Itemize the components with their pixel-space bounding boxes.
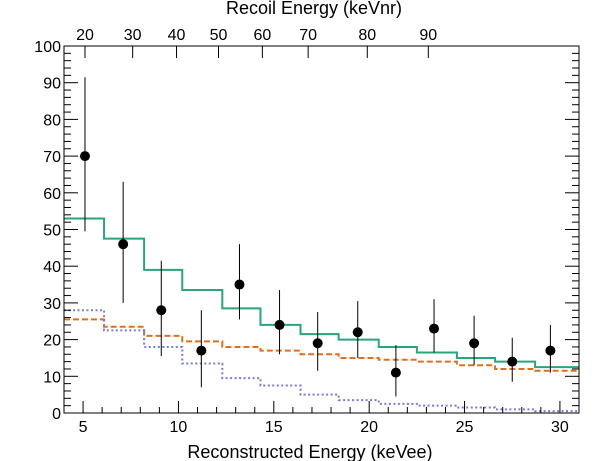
series-layer [64, 217, 579, 413]
y-tick-label-90: 90 [43, 76, 61, 93]
top-tick-label-50: 50 [210, 27, 228, 44]
top-tick-label-80: 80 [358, 27, 376, 44]
top-tick-label-20: 20 [76, 27, 94, 44]
axes-layer: 0 10 20 30 40 50 60 70 80 90 100 5 10 15 20 25 30 20 30 40 5… [34, 27, 580, 436]
x-tick-label-10: 10 [170, 419, 188, 436]
data-point [156, 305, 167, 316]
x-tick-label-15: 15 [265, 419, 283, 436]
top-axis-label: Recoil Energy (keVnr) [226, 0, 402, 18]
x-tick-label-5: 5 [79, 419, 88, 436]
data-points-layer [79, 77, 556, 397]
y-tick-label-30: 30 [43, 296, 61, 313]
data-point [196, 345, 207, 356]
y-tick-label-70: 70 [43, 149, 61, 166]
data-point [234, 279, 245, 290]
data-point [429, 323, 440, 334]
top-tick-label-70: 70 [299, 27, 317, 44]
y-tick-label-60: 60 [43, 186, 61, 203]
y-tick-label-80: 80 [43, 112, 61, 129]
data-point [545, 345, 556, 356]
y-tick-label-50: 50 [43, 223, 61, 240]
data-point [312, 338, 323, 349]
top-tick-label-90: 90 [419, 27, 437, 44]
x-tick-label-25: 25 [456, 419, 474, 436]
data-point [79, 151, 90, 162]
data-point [274, 319, 285, 330]
x-tick-label-30: 30 [551, 419, 569, 436]
data-point [507, 356, 518, 367]
step-series-3 [64, 309, 579, 413]
step-series-2 [64, 318, 579, 372]
y-tick-label-40: 40 [43, 259, 61, 276]
data-point [469, 338, 480, 349]
top-tick-label-40: 40 [168, 27, 186, 44]
data-point [352, 327, 363, 338]
data-point [390, 367, 401, 378]
x-axis-label: Reconstructed Energy (keVee) [187, 442, 432, 461]
x-tick-label-20: 20 [360, 419, 378, 436]
step-series-1 [64, 217, 579, 369]
y-tick-label-0: 0 [52, 406, 61, 423]
y-tick-label-20: 20 [43, 333, 61, 350]
y-tick-label-100: 100 [34, 39, 61, 56]
y-tick-label-10: 10 [43, 369, 61, 386]
top-tick-label-60: 60 [253, 27, 271, 44]
top-tick-label-30: 30 [124, 27, 142, 44]
data-point [118, 239, 129, 250]
